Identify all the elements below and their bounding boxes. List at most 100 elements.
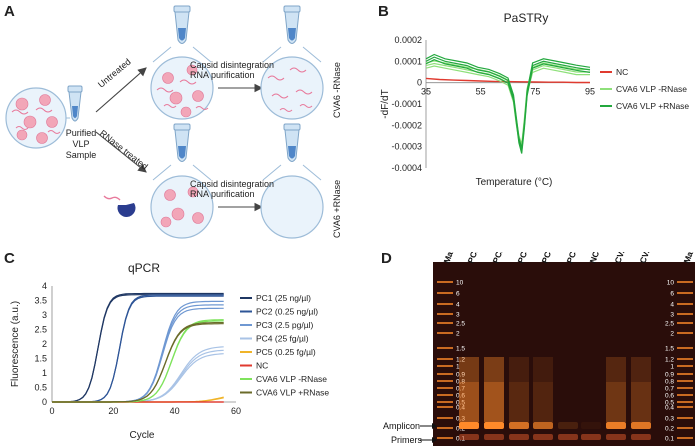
primer-band	[631, 434, 651, 440]
smear	[509, 357, 529, 422]
series-line	[52, 300, 224, 403]
marker-band	[437, 281, 453, 283]
pastry-chart: PaSTRy 0.0002 0.0001 0 -0.0001 -0.0002 -0.0003…	[380, 11, 689, 188]
series-line	[52, 294, 224, 403]
y-axis-label: Fluorescence (a.u.)	[10, 301, 21, 387]
marker-size-label: 4	[456, 302, 460, 309]
marker-size-label: 2	[456, 331, 460, 338]
primer-band	[509, 434, 529, 440]
marker-size-label: 3	[456, 312, 460, 319]
series-line	[52, 349, 224, 403]
panel-letter-d: D	[381, 250, 392, 267]
amplicon-band	[484, 422, 504, 429]
marker-size-label: 0.8	[456, 379, 465, 386]
step-label-top: Capsid disintegration RNA purification	[190, 60, 274, 80]
marker-size-label: 0.3	[665, 416, 674, 423]
marker-band	[677, 417, 693, 419]
marker-size-label: 0.5	[665, 400, 674, 407]
panel-letter-c: C	[4, 250, 15, 267]
marker-band	[677, 281, 693, 283]
chart-title: qPCR	[128, 261, 160, 275]
amplicon-band	[581, 422, 601, 429]
marker-size-label: 6	[456, 291, 460, 298]
marker-size-label: 1.5	[456, 346, 465, 353]
lane-label: Marker (kbp)	[681, 252, 700, 265]
legend-label: PC4 (25 fg/µl)	[256, 334, 309, 344]
series-line	[52, 323, 224, 403]
primer-band	[484, 434, 504, 440]
smear	[459, 382, 479, 422]
result-bottom-dish-icon	[260, 175, 324, 239]
series-line	[52, 320, 224, 403]
marker-size-label: 1	[670, 364, 674, 371]
legend-label: PC1 (25 ng/µl)	[256, 293, 311, 303]
primer-band	[606, 434, 626, 440]
rnase-treated-dish-icon	[150, 175, 214, 239]
marker-size-label: 10	[456, 280, 464, 287]
marker-size-label: 0.6	[456, 393, 465, 400]
series-line	[52, 322, 224, 403]
amplicon-band	[509, 422, 529, 429]
marker-band	[677, 303, 693, 305]
x-axis-label: Temperature (°C)	[476, 177, 553, 188]
lane-label: NC	[587, 252, 601, 265]
marker-band	[437, 401, 453, 403]
marker-band	[677, 347, 693, 349]
marker-band	[437, 322, 453, 324]
amplicon-band	[459, 422, 479, 429]
y-tick-label: 2	[42, 339, 47, 349]
untreated-dish-icon	[150, 56, 214, 120]
series-line	[425, 60, 590, 145]
panel-letter-a: A	[4, 3, 15, 20]
marker-band	[677, 365, 693, 367]
smear	[484, 382, 504, 422]
marker-band	[437, 387, 453, 389]
smear	[606, 357, 626, 422]
result-label-top: CVA6 -RNase	[332, 62, 342, 118]
chart-title: PaSTRy	[504, 11, 549, 25]
marker-size-label: 1	[456, 364, 460, 371]
amplicon-label: Amplicon	[383, 421, 420, 431]
step-line: Capsid disintegration	[190, 179, 275, 189]
step-label-bottom: Capsid disintegration RNA purification	[190, 179, 274, 199]
marker-band	[677, 292, 693, 294]
marker-size-label: 6	[670, 291, 674, 298]
marker-size-label: 4	[670, 302, 674, 309]
marker-band	[677, 322, 693, 324]
marker-band	[437, 332, 453, 334]
series-line	[425, 58, 591, 154]
marker-band	[437, 394, 453, 396]
x-tick-label: 60	[231, 406, 241, 416]
series-line	[52, 353, 224, 403]
marker-size-label: 0.9	[665, 372, 674, 379]
marker-band	[437, 406, 453, 408]
y-tick-label: -0.0001	[391, 99, 422, 109]
series-line	[425, 62, 590, 147]
x-tick-label: 40	[170, 406, 180, 416]
sample-label-line: VLP	[72, 139, 90, 149]
marker-size-label: 0.7	[665, 386, 674, 393]
x-tick-label: 20	[108, 406, 118, 416]
series-line	[52, 294, 224, 403]
legend-label: CVA6 VLP +RNase	[616, 101, 689, 111]
y-tick-label: -0.0003	[391, 142, 422, 152]
marker-band	[437, 313, 453, 315]
primers-arrowhead-icon	[432, 437, 437, 443]
marker-size-label: 0.2	[665, 426, 674, 433]
marker-band	[437, 365, 453, 367]
primer-band	[581, 434, 601, 440]
y-tick-label: 3	[42, 310, 47, 320]
amplicon-arrowhead-icon	[432, 423, 437, 429]
x-tick-label: 0	[49, 406, 54, 416]
marker-band	[437, 373, 453, 375]
marker-band	[437, 417, 453, 419]
smear	[631, 382, 651, 422]
y-tick-label: 2.5	[34, 325, 47, 335]
x-tick-label: 95	[585, 87, 595, 97]
primers-label: Primers	[391, 435, 422, 445]
marker-band	[437, 427, 453, 429]
legend-label: PC2 (0.25 ng/µl)	[256, 307, 318, 317]
marker-size-label: 0.7	[456, 386, 465, 393]
marker-size-label: 2.5	[665, 321, 674, 328]
marker-band	[677, 437, 693, 439]
